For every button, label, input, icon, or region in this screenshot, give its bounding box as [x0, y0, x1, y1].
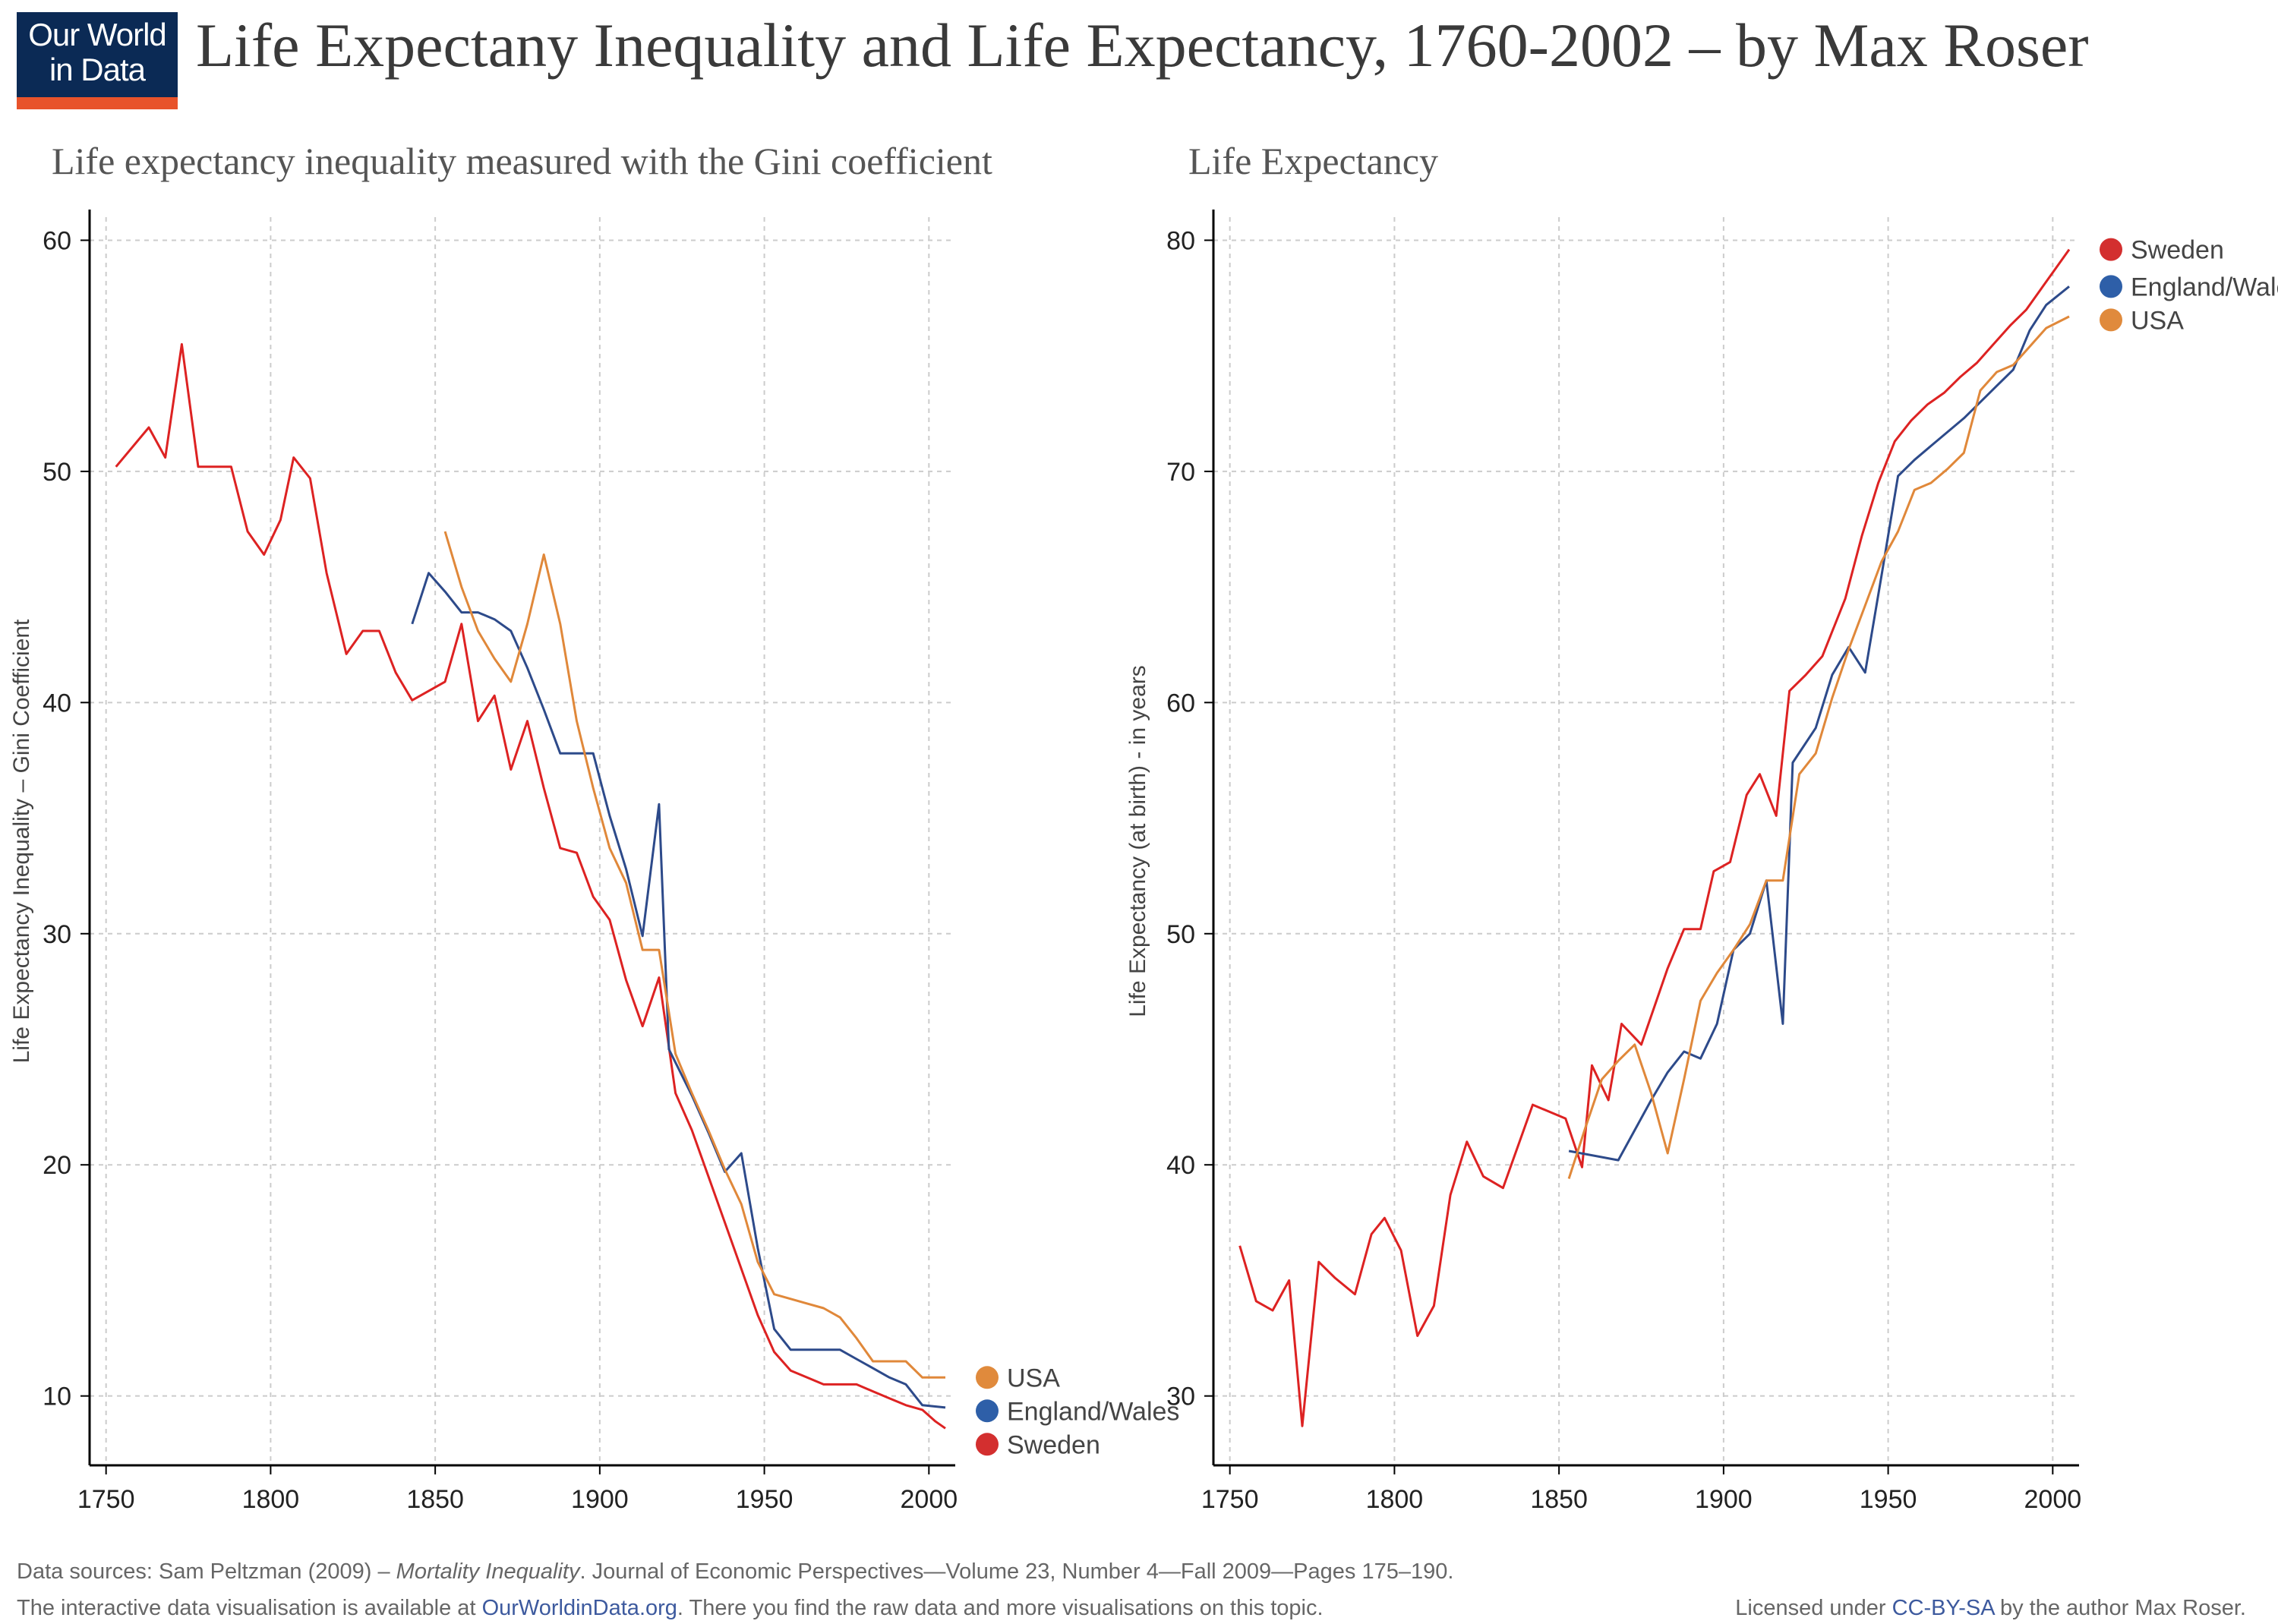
- license-suffix: by the author Max Roser.: [1993, 1596, 2246, 1620]
- legend-dot: [2100, 275, 2122, 298]
- legend-dot: [976, 1433, 999, 1456]
- page-title: Life Expectany Inequality and Life Expec…: [196, 11, 2089, 80]
- data-source-note: Data sources: Sam Peltzman (2009) – Mort…: [17, 1558, 1453, 1585]
- le-x-tick-label: 1750: [1201, 1485, 1259, 1514]
- le-x-tick-label: 1900: [1695, 1485, 1753, 1514]
- le-x-tick-label: 1950: [1860, 1485, 1917, 1514]
- gini-x-tick-label: 2000: [901, 1485, 958, 1514]
- le-y-tick-label: 50: [1166, 920, 1195, 949]
- owid-link[interactable]: OurWorldinData.org: [481, 1596, 677, 1620]
- legend-dot: [2100, 238, 2122, 261]
- gini-x-tick-label: 1900: [571, 1485, 629, 1514]
- le-legend-sweden[interactable]: Sweden: [2100, 236, 2224, 265]
- le-series-sweden[interactable]: [1238, 248, 2071, 1427]
- license-note: Licensed under CC-BY-SA by the author Ma…: [1735, 1594, 2246, 1622]
- logo-line-2: in Data: [49, 52, 146, 87]
- gini-y-tick-label: 50: [43, 458, 71, 487]
- license-link[interactable]: CC-BY-SA: [1891, 1596, 1994, 1620]
- gini-legend-england-wales[interactable]: England/Wales: [976, 1397, 1179, 1426]
- source-publication: Mortality Inequality: [396, 1559, 580, 1584]
- le-y-tick-label: 70: [1166, 458, 1195, 487]
- legend-label: USA: [2131, 306, 2184, 335]
- gini-y-tick-label: 10: [43, 1383, 71, 1411]
- gini-y-axis-label: Life Expectancy Inequality – Gini Coeffi…: [9, 619, 34, 1063]
- legend-dot: [2100, 308, 2122, 332]
- le-y-tick-label: 30: [1166, 1383, 1195, 1411]
- logo-line-1: Our World: [28, 17, 167, 52]
- gini-x-tick-label: 1850: [406, 1485, 464, 1514]
- gini-series-sweden[interactable]: [115, 342, 946, 1430]
- owid-logo[interactable]: Our World in Data: [17, 12, 178, 109]
- gini-x-tick-label: 1800: [242, 1485, 300, 1514]
- gini-y-tick-label: 40: [43, 689, 71, 717]
- gini-y-tick-label: 30: [43, 920, 71, 949]
- legend-label: England/Wales: [1007, 1397, 1179, 1426]
- le-y-tick-label: 40: [1166, 1151, 1195, 1180]
- gini-legend-usa[interactable]: USA: [976, 1364, 1060, 1392]
- le-series-england-wales[interactable]: [1568, 285, 2070, 1162]
- gini-x-tick-label: 1950: [736, 1485, 794, 1514]
- le-series-usa[interactable]: [1567, 315, 2070, 1179]
- legend-dot: [976, 1399, 999, 1423]
- interactive-note: The interactive data visualisation is av…: [17, 1594, 1324, 1622]
- le-y-tick-label: 80: [1166, 226, 1195, 255]
- le-x-tick-label: 2000: [2024, 1485, 2082, 1514]
- le-x-tick-label: 1850: [1530, 1485, 1588, 1514]
- le-x-tick-label: 1800: [1366, 1485, 1424, 1514]
- le-y-axis-label: Life Expectancy (at birth) - in years: [1125, 665, 1150, 1017]
- gini-legend-sweden[interactable]: Sweden: [976, 1430, 1100, 1459]
- legend-dot: [976, 1366, 999, 1389]
- legend-label: England/Wales: [2131, 273, 2278, 301]
- le-y-tick-label: 60: [1166, 689, 1195, 717]
- gini-y-tick-label: 20: [43, 1151, 71, 1180]
- le-legend-england-wales[interactable]: England/Wales: [2100, 273, 2278, 301]
- source-suffix: . Journal of Economic Perspectives—Volum…: [579, 1559, 1454, 1584]
- license-prefix: Licensed under: [1735, 1596, 1892, 1620]
- gini-x-tick-label: 1750: [77, 1485, 135, 1514]
- source-prefix: Data sources: Sam Peltzman (2009) –: [17, 1559, 396, 1584]
- legend-label: USA: [1007, 1364, 1060, 1392]
- legend-label: Sweden: [1007, 1430, 1100, 1459]
- gini-y-tick-label: 60: [43, 226, 71, 255]
- legend-label: Sweden: [2131, 236, 2224, 265]
- le-legend-usa[interactable]: USA: [2100, 306, 2184, 335]
- interactive-prefix: The interactive data visualisation is av…: [17, 1596, 482, 1620]
- gini-series-usa[interactable]: [443, 531, 945, 1379]
- gini-series-england-wales[interactable]: [411, 572, 946, 1409]
- left-chart-title: Life expectancy inequality measured with…: [52, 140, 992, 182]
- interactive-suffix: . There you find the raw data and more v…: [677, 1596, 1324, 1620]
- right-chart-title: Life Expectancy: [1188, 140, 1438, 182]
